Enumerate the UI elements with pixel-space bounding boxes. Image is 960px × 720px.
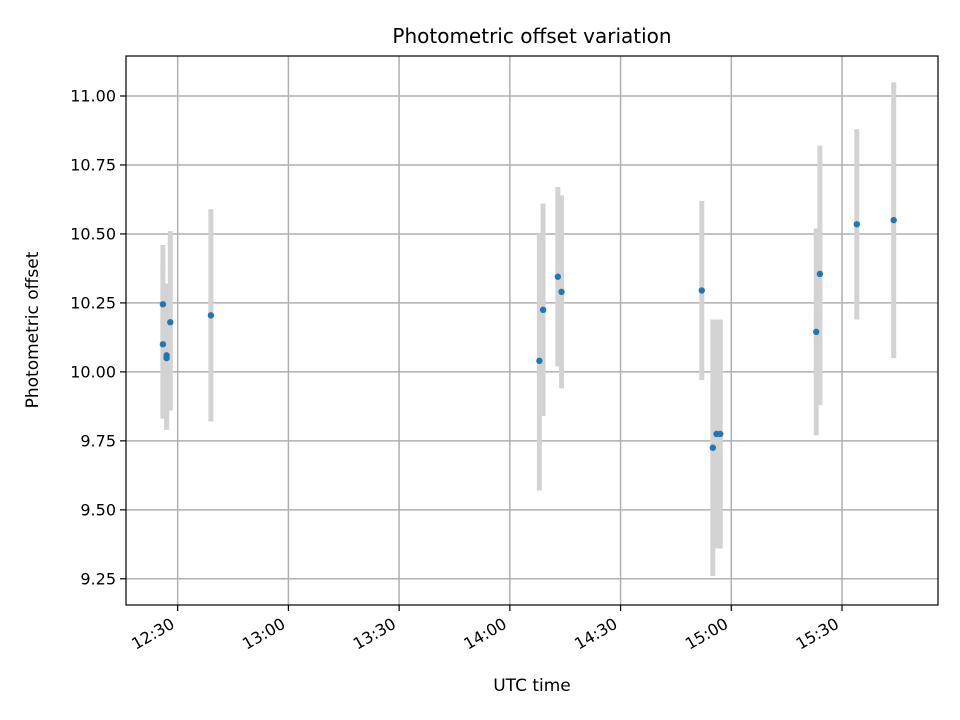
x-tick-label: 15:00 — [682, 614, 731, 654]
data-point — [813, 328, 820, 336]
error-bars — [160, 82, 897, 577]
data-point — [539, 306, 547, 314]
x-tick-label: 13:00 — [239, 614, 288, 654]
plot-area-frame — [125, 55, 939, 606]
y-tick-label: 10.50 — [70, 224, 116, 243]
data-point — [554, 273, 562, 280]
y-tick-label: 10.25 — [70, 293, 116, 312]
y-tick-label: 9.50 — [80, 500, 116, 519]
axis-ticks: 12:30 13:00 13:30 14:00 14:30 15:00 15:30 9.25 9… — [70, 87, 843, 654]
data-point — [717, 430, 724, 438]
y-tick-label: 10.75 — [70, 155, 116, 174]
x-tick-label: 15:30 — [793, 614, 842, 654]
data-point — [536, 357, 543, 365]
y-tick-label: 11.00 — [70, 87, 116, 106]
y-tick-label: 10.00 — [70, 362, 116, 381]
y-tick-label: 9.25 — [80, 569, 116, 588]
y-tick-label: 9.75 — [80, 431, 116, 450]
data-points — [159, 216, 897, 451]
x-tick-label: 14:00 — [460, 614, 509, 654]
data-point — [816, 270, 824, 278]
data-point — [159, 301, 167, 308]
chart-title: Photometric offset variation — [392, 24, 671, 48]
grid — [126, 56, 938, 605]
data-point — [853, 221, 860, 228]
data-point — [709, 444, 717, 451]
data-point — [159, 341, 167, 348]
data-point — [698, 287, 705, 294]
data-point — [167, 319, 174, 326]
data-point — [163, 354, 170, 362]
data-point — [207, 312, 215, 319]
x-tick-label: 13:30 — [350, 614, 399, 654]
data-point — [558, 288, 565, 296]
y-axis-title: Photometric offset — [23, 251, 43, 408]
x-axis-title: UTC time — [493, 676, 571, 696]
x-tick-label: 12:30 — [128, 614, 177, 654]
data-point — [890, 216, 897, 224]
x-tick-label: 14:30 — [571, 614, 620, 654]
